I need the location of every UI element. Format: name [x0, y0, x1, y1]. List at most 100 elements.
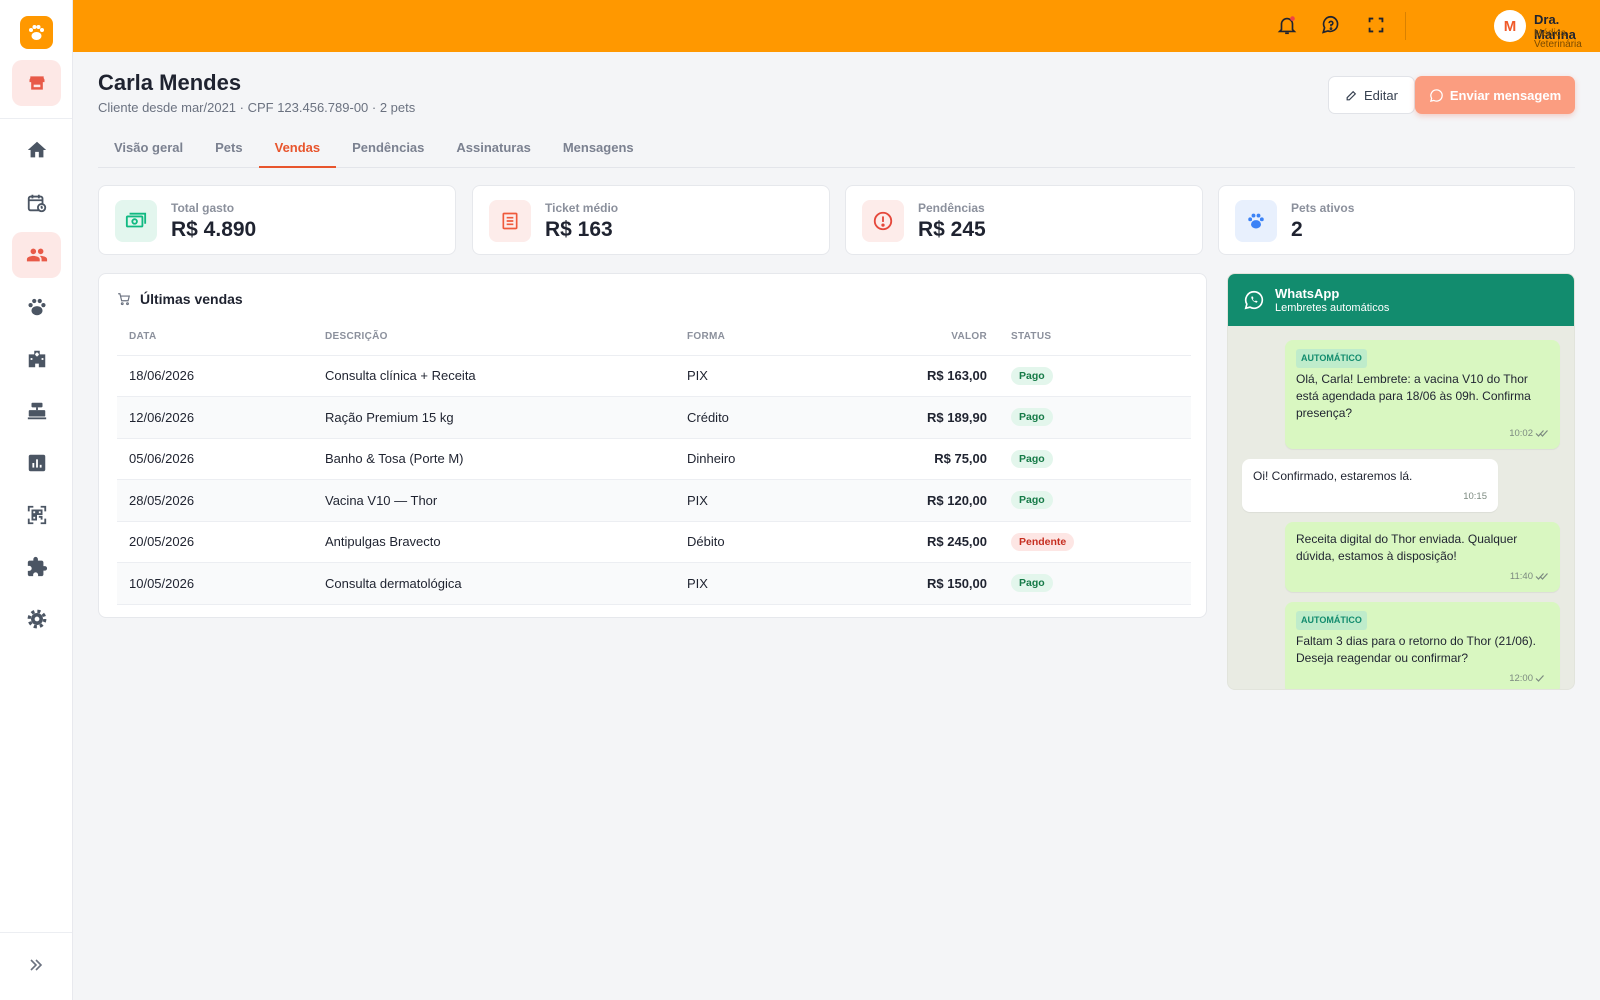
nav-register[interactable]	[12, 388, 61, 434]
sales-title: Últimas vendas	[140, 291, 243, 307]
column-header: DESCRIÇÃO	[313, 319, 675, 356]
sale-method: PIX	[675, 355, 813, 397]
stat-value: R$ 163	[545, 218, 613, 241]
sale-row: 20/05/2026 Antipulgas Bravecto Débito R$ 24…	[117, 521, 1191, 563]
sale-amount: R$ 245,00	[813, 521, 999, 563]
nav-extensions[interactable]	[12, 544, 61, 590]
status-badge: Pago	[1011, 449, 1053, 468]
whatsapp-header: WhatsApp Lembretes automáticos	[1228, 274, 1574, 326]
sales-table: DATA DESCRIÇÃO FORMA VALOR STATUS 18/06/2026…	[117, 319, 1191, 605]
stat-icon	[115, 200, 157, 242]
sale-row: 12/06/2026 Ração Premium 15 kg Crédito R$ 1…	[117, 396, 1191, 439]
nav-reports[interactable]	[12, 440, 61, 486]
tab[interactable]: Pets	[215, 140, 243, 155]
user-role: Médica Veterinária	[1534, 28, 1582, 50]
stat-value: 2	[1291, 218, 1303, 241]
sale-date: 28/05/2026	[117, 479, 313, 522]
tabs: Visão geral Pets Vendas Pendências Assinatur…	[98, 130, 1575, 168]
nav-clinic[interactable]	[12, 336, 61, 382]
status-badge: Pago	[1011, 408, 1053, 427]
sale-date: 20/05/2026	[117, 521, 313, 563]
tab[interactable]: Assinaturas	[456, 140, 531, 155]
sale-row: 10/05/2026 Consulta dermatológica PIX R$ 15…	[117, 562, 1191, 605]
send-message-button[interactable]: Enviar mensagem	[1415, 76, 1575, 114]
sale-amount: R$ 150,00	[813, 562, 999, 605]
message-time: 11:40	[1509, 571, 1533, 582]
sale-method: Débito	[675, 521, 813, 563]
nav-clients[interactable]	[12, 232, 61, 278]
sale-method: PIX	[675, 479, 813, 522]
collapse-button[interactable]	[28, 957, 44, 973]
stat-card: Ticket médio R$ 163	[472, 185, 830, 255]
edit-label: Editar	[1364, 87, 1398, 103]
message-meta: 12:00	[1296, 670, 1549, 687]
read-checks	[1535, 573, 1548, 580]
sale-status-cell: Pago	[999, 396, 1191, 439]
sale-row: 05/06/2026 Banho & Tosa (Porte M) Dinheiro…	[117, 438, 1191, 480]
fullscreen-button[interactable]	[1365, 14, 1387, 36]
tab[interactable]: Mensagens	[562, 140, 634, 155]
edit-button[interactable]: Editar	[1328, 76, 1415, 114]
message-text: Oi! Confirmado, estaremos lá.	[1253, 469, 1413, 483]
stat-label: Pets ativos	[1291, 201, 1355, 215]
column-header: DATA	[117, 319, 313, 356]
nav-settings[interactable]	[12, 596, 61, 642]
logo[interactable]	[20, 16, 53, 49]
nav-pets[interactable]	[12, 284, 61, 330]
nav-store[interactable]	[12, 60, 61, 106]
stat-label: Pendências	[918, 201, 985, 215]
sale-date: 12/06/2026	[117, 396, 313, 439]
message-tag-row: AUTOMÁTICO	[1296, 611, 1549, 633]
message-meta: 10:02	[1296, 425, 1549, 442]
read-checks	[1535, 675, 1544, 682]
tab[interactable]: Vendas	[258, 130, 337, 168]
user-avatar[interactable]: M	[1494, 10, 1526, 42]
message-tag-row: AUTOMÁTICO	[1296, 349, 1549, 371]
client-subtitle: Cliente desde mar/2021 · CPF 123.456.789…	[98, 100, 416, 115]
client-name: Carla Mendes	[98, 70, 242, 95]
whatsapp-panel: WhatsApp Lembretes automáticos AUTOMÁTIC…	[1227, 273, 1575, 690]
message-meta: 11:40	[1296, 568, 1549, 585]
status-badge: Pago	[1011, 491, 1053, 510]
stat-label: Ticket médio	[545, 201, 619, 215]
help-button[interactable]	[1320, 14, 1342, 36]
message-meta: 10:15	[1253, 488, 1487, 505]
sale-method: Dinheiro	[675, 438, 813, 480]
message-tag: AUTOMÁTICO	[1296, 349, 1367, 368]
message-time: 10:02	[1509, 428, 1533, 439]
sale-amount: R$ 120,00	[813, 479, 999, 522]
table-header: DATA DESCRIÇÃO FORMA VALOR STATUS	[117, 319, 1191, 356]
status-badge: Pago	[1011, 366, 1053, 385]
nav-qr[interactable]	[12, 492, 61, 538]
sale-status-cell: Pendente	[999, 521, 1191, 563]
sale-method: PIX	[675, 562, 813, 605]
send-message-label: Enviar mensagem	[1449, 87, 1562, 103]
message-text: Receita digital do Thor enviada. Qualque…	[1296, 532, 1518, 563]
user-name[interactable]: Dra. Marina	[1534, 12, 1576, 42]
sale-row: 18/06/2026 Consulta clínica + Receita PIX R…	[117, 355, 1191, 397]
sale-status-cell: Pago	[999, 562, 1191, 605]
sale-date: 18/06/2026	[117, 355, 313, 397]
message: AUTOMÁTICO Olá, Carla! Lembrete: a vacina…	[1285, 340, 1560, 449]
sale-amount: R$ 75,00	[813, 438, 999, 480]
sale-description: Consulta dermatológica	[313, 562, 675, 605]
read-checks	[1535, 430, 1548, 437]
nav-home[interactable]	[12, 127, 61, 173]
sale-amount: R$ 189,90	[813, 396, 999, 439]
notifications-button[interactable]	[1276, 14, 1298, 36]
stat-value: R$ 4.890	[171, 218, 257, 241]
whatsapp-icon	[1244, 290, 1264, 310]
nav-calendar[interactable]	[12, 180, 61, 226]
sale-description: Antipulgas Bravecto	[313, 521, 675, 563]
divider	[0, 118, 72, 119]
column-header: STATUS	[999, 319, 1191, 356]
message-time: 10:15	[1463, 491, 1487, 502]
cart-icon	[118, 293, 130, 306]
message-text: Faltam 3 dias para o retorno do Thor (21…	[1296, 634, 1536, 665]
tab[interactable]: Pendências	[352, 140, 425, 155]
tab[interactable]: Visão geral	[114, 140, 184, 155]
sale-description: Ração Premium 15 kg	[313, 396, 675, 439]
column-header: VALOR	[813, 319, 999, 356]
